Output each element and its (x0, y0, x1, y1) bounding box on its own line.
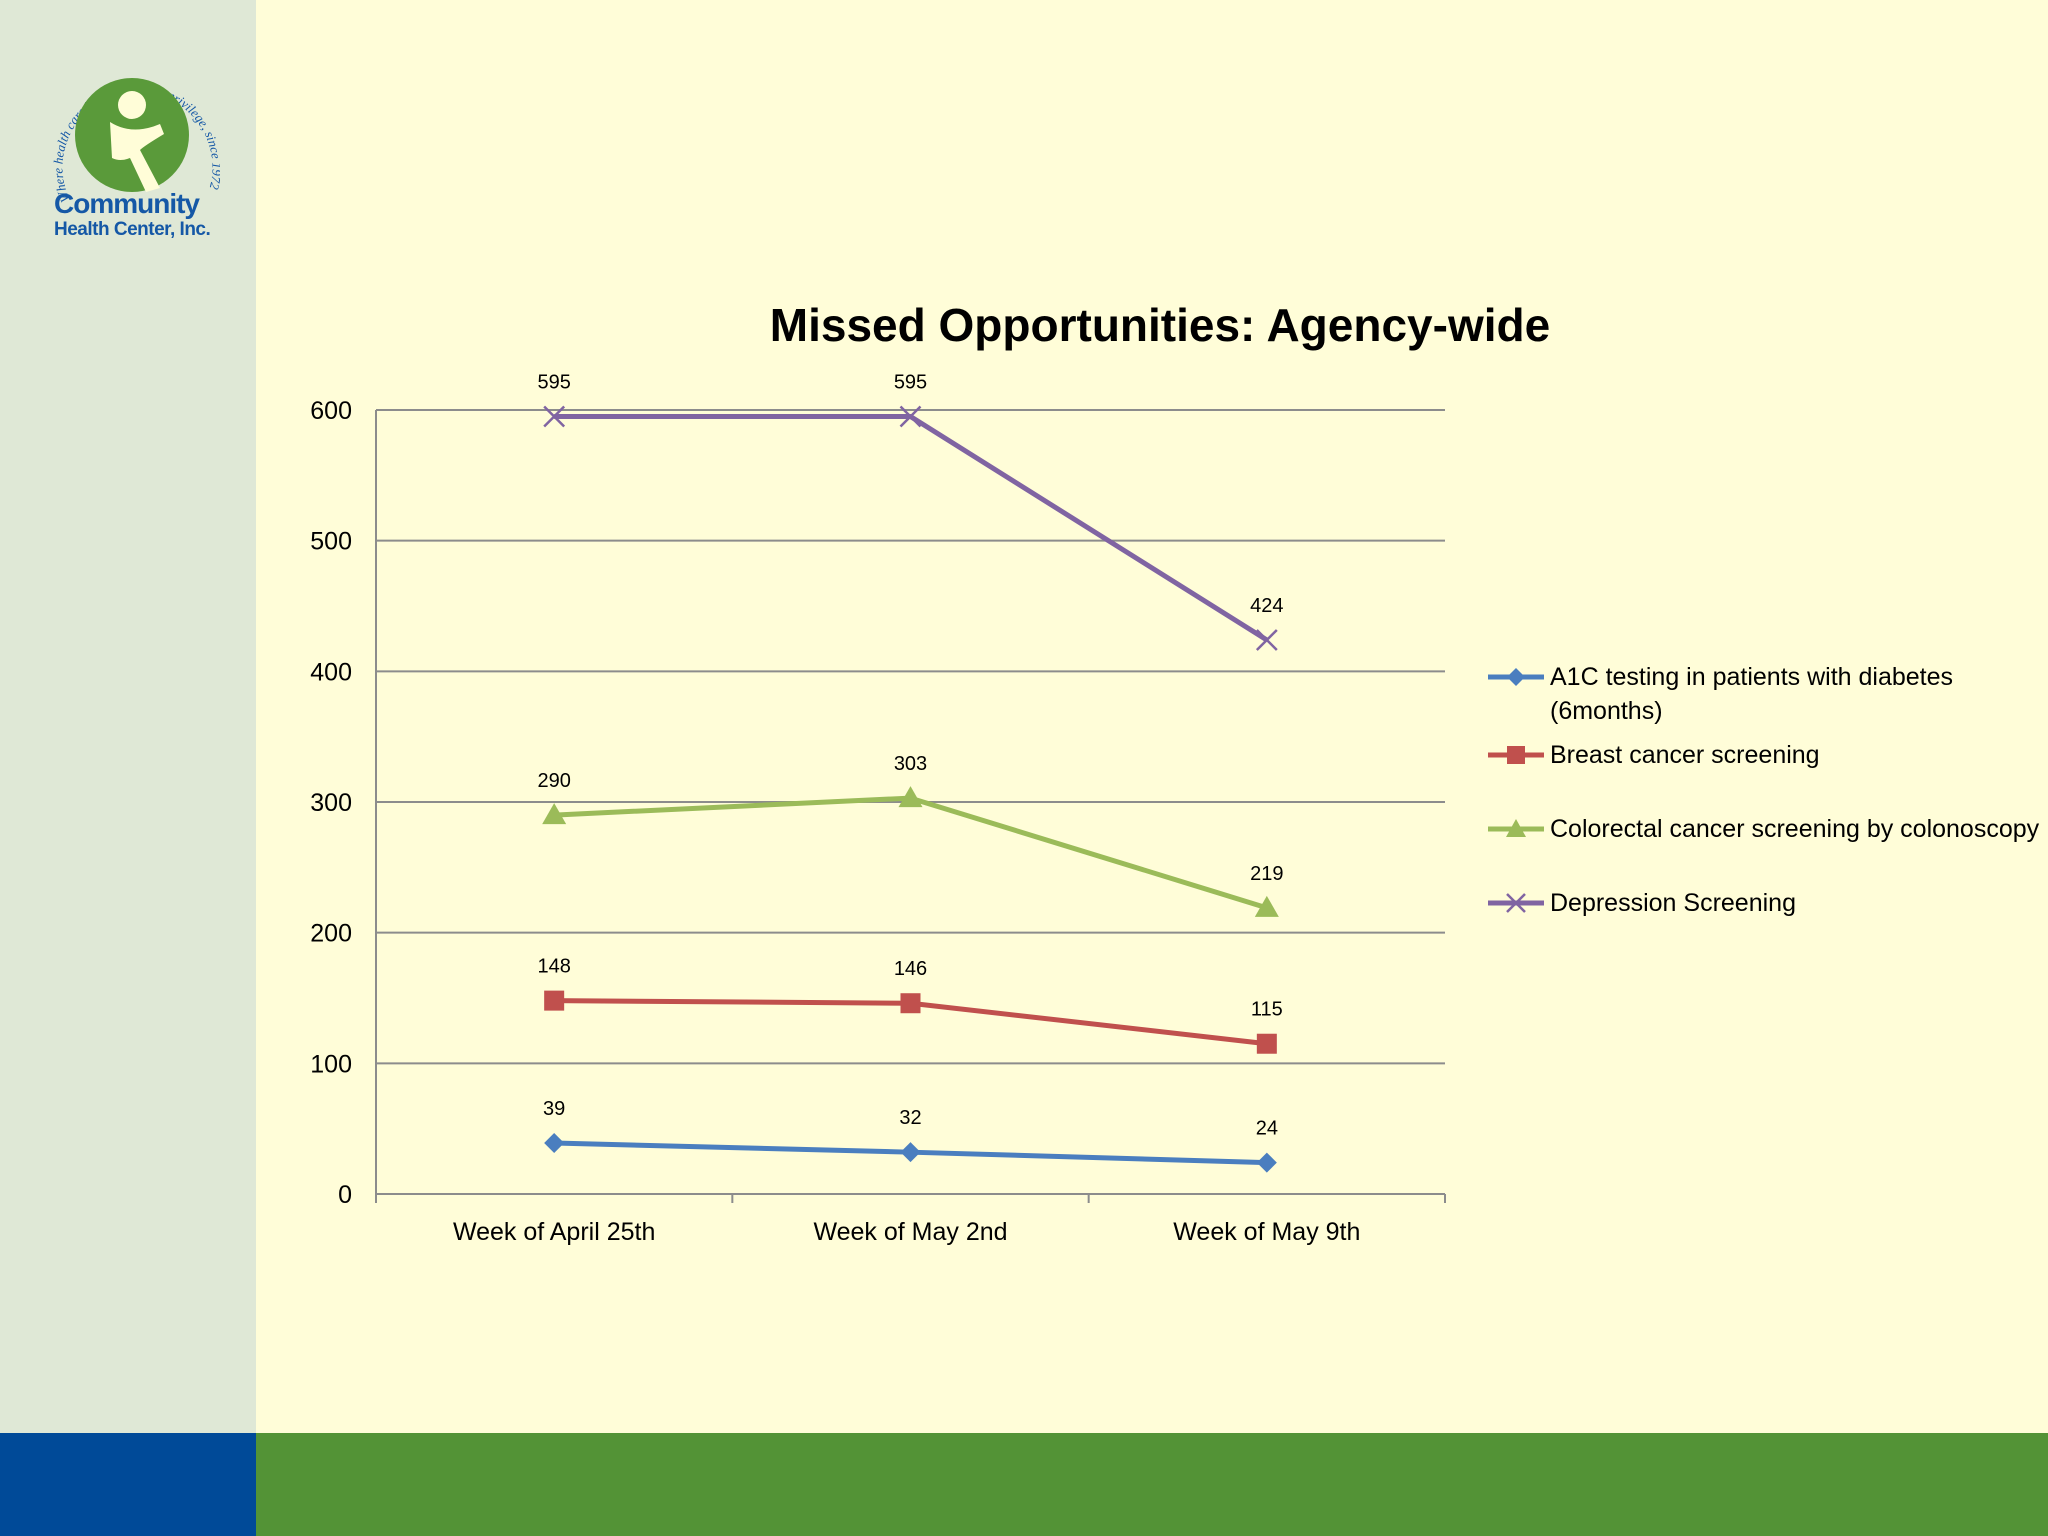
legend-label: Depression Screening (1550, 886, 2046, 920)
data-point (901, 1142, 921, 1162)
legend-label: Breast cancer screening (1550, 738, 2046, 772)
data-point (1257, 1153, 1277, 1173)
data-label: 303 (894, 753, 927, 775)
data-label: 595 (894, 372, 927, 394)
y-tick-label: 200 (310, 920, 352, 948)
data-label: 146 (894, 958, 927, 980)
y-tick-label: 600 (310, 397, 352, 425)
legend-item: Depression Screening (1486, 886, 2046, 920)
x-tick-label: Week of May 9th (1173, 1218, 1360, 1246)
legend-swatch (1486, 662, 1546, 692)
legend-item: Breast cancer screening (1486, 738, 2046, 772)
footer-green-band (256, 1433, 2048, 1536)
chart-legend: A1C testing in patients with diabetes (6… (1486, 660, 2046, 920)
legend-label: Colorectal cancer screening by colonosco… (1550, 812, 2046, 846)
data-label: 148 (537, 956, 570, 978)
data-label: 115 (1251, 999, 1283, 1021)
data-label: 219 (1250, 863, 1283, 885)
legend-item: Colorectal cancer screening by colonosco… (1486, 812, 2046, 846)
x-tick-label: Week of April 25th (453, 1218, 655, 1246)
legend-swatch (1486, 888, 1546, 918)
data-label: 24 (1256, 1118, 1278, 1140)
data-label: 290 (537, 770, 570, 792)
data-label: 424 (1250, 595, 1283, 617)
data-point (901, 993, 921, 1013)
legend-swatch (1486, 814, 1546, 844)
series-line-4 (554, 417, 1267, 640)
data-point (1257, 1034, 1277, 1054)
series-line-3 (554, 798, 1267, 908)
legend-swatch (1486, 740, 1546, 770)
legend-item: A1C testing in patients with diabetes (6… (1486, 660, 2046, 728)
footer-blue-band (0, 1433, 256, 1536)
legend-label: A1C testing in patients with diabetes (6… (1550, 660, 2030, 728)
data-label: 39 (543, 1098, 565, 1120)
data-point (1257, 630, 1277, 650)
y-tick-label: 0 (338, 1181, 352, 1209)
y-tick-label: 400 (310, 658, 352, 686)
data-point (544, 991, 564, 1011)
data-label: 32 (899, 1107, 921, 1129)
y-tick-label: 500 (310, 528, 352, 556)
data-point (544, 1133, 564, 1153)
x-tick-label: Week of May 2nd (813, 1218, 1007, 1246)
data-label: 595 (537, 372, 570, 394)
y-tick-label: 300 (310, 789, 352, 817)
y-tick-label: 100 (310, 1050, 352, 1078)
